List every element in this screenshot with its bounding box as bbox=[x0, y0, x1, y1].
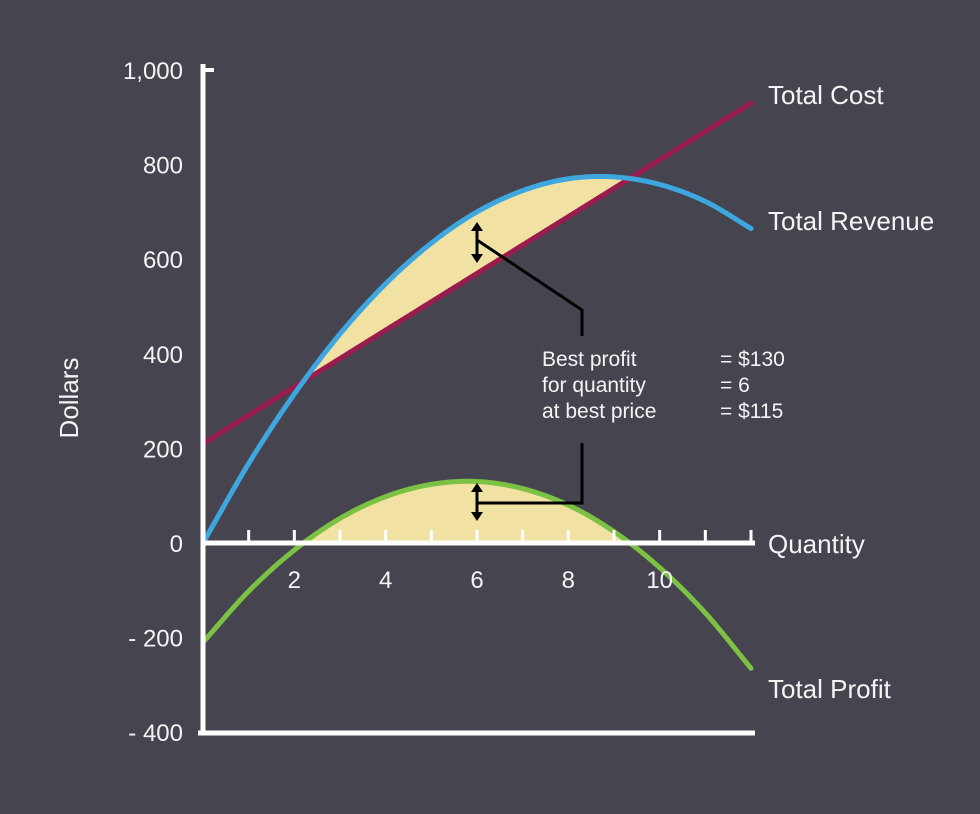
series-label-total-profit: Total Profit bbox=[768, 674, 892, 704]
annotation-label-3: at best price bbox=[542, 400, 656, 423]
x-tick-label: 4 bbox=[379, 567, 392, 594]
y-tick-label: 200 bbox=[143, 436, 183, 463]
series-label-total-revenue: Total Revenue bbox=[768, 206, 934, 236]
arrow-head-down bbox=[471, 254, 483, 263]
total-cost-line bbox=[200, 100, 754, 447]
y-tick-label: - 200 bbox=[128, 626, 183, 653]
y-tick-label: 800 bbox=[143, 153, 183, 180]
total-profit-curve bbox=[200, 478, 754, 671]
arrow-head-up bbox=[471, 222, 483, 231]
y-tick-label: - 400 bbox=[128, 720, 183, 747]
x-tick-label: 6 bbox=[470, 567, 483, 594]
arrow-head-up bbox=[471, 483, 483, 492]
annotation-label-2: for quantity bbox=[542, 374, 646, 397]
annotation-value-3: = $115 bbox=[720, 400, 783, 423]
y-tick-label: 600 bbox=[143, 247, 183, 274]
x-tick-label: 8 bbox=[562, 567, 575, 594]
annotation-value-1: = $130 bbox=[720, 348, 785, 371]
annotation-value-2: = 6 bbox=[720, 374, 750, 397]
x-tick-label: 10 bbox=[646, 567, 673, 594]
y-tick-label: 0 bbox=[170, 531, 183, 558]
lower-leader-line bbox=[477, 443, 584, 505]
y-axis-label: Dollars bbox=[54, 358, 84, 439]
y-tick-label: 1,000 bbox=[123, 58, 183, 85]
revenue-gap-arrow bbox=[471, 222, 483, 263]
series-label-total-cost: Total Cost bbox=[768, 80, 884, 110]
upper-leader-line bbox=[476, 238, 584, 336]
y-tick-label: 400 bbox=[143, 342, 183, 369]
total-revenue-curve bbox=[200, 174, 754, 546]
best-profit-annotation: Best profit = $130 for quantity = 6 at b… bbox=[471, 222, 785, 521]
arrow-head-down bbox=[471, 512, 483, 521]
x-axis-label: Quantity bbox=[768, 529, 865, 559]
x-tick-label: 2 bbox=[288, 567, 301, 594]
annotation-label-1: Best profit bbox=[542, 348, 637, 371]
